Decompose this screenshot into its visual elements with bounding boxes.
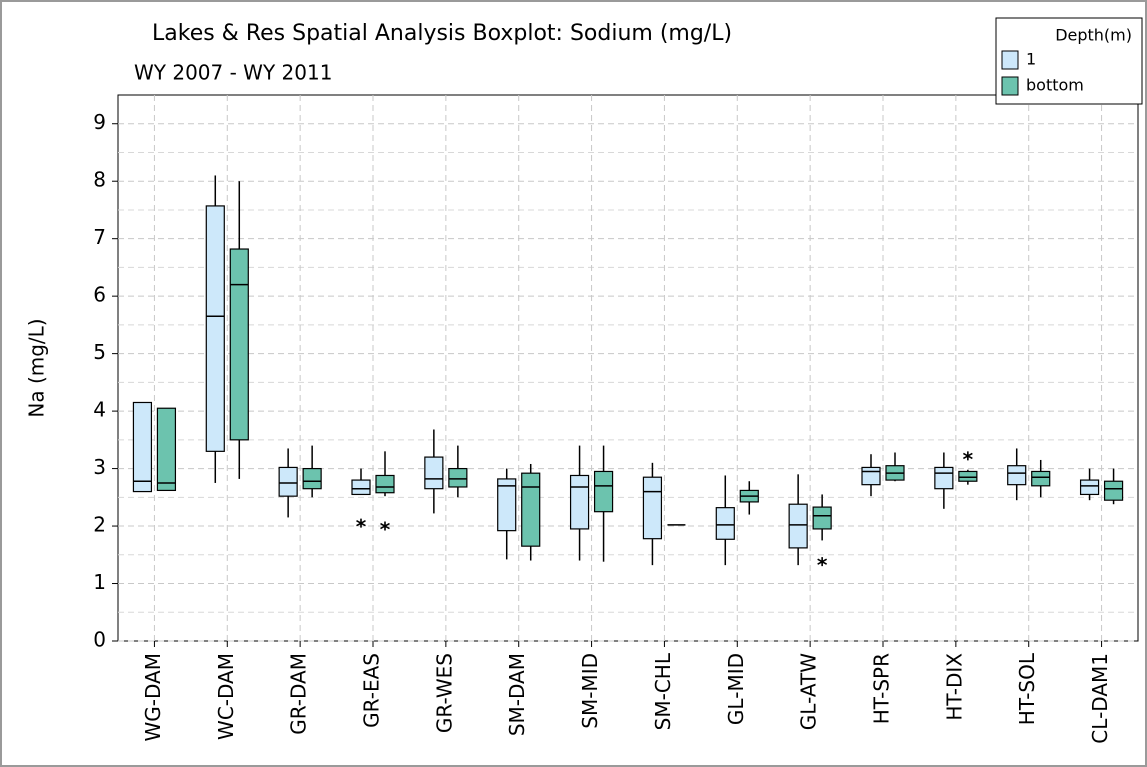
- box: [1079, 479, 1100, 496]
- outlier: [380, 521, 390, 531]
- outlier: [962, 451, 973, 461]
- box: [497, 478, 517, 532]
- box: [642, 476, 663, 540]
- grid: [118, 95, 1138, 642]
- box: [1031, 470, 1051, 487]
- box: [424, 456, 444, 490]
- legend-swatch: [1001, 76, 1019, 96]
- x-tick-label: GL-ATW: [797, 653, 821, 730]
- box: [812, 506, 832, 530]
- y-tick-label: 0: [93, 628, 106, 652]
- x-tick-label: SM-CHL: [651, 652, 675, 730]
- y-axis-label: Na (mg/L): [25, 318, 49, 417]
- legend-box: [995, 17, 1143, 105]
- box: [861, 466, 881, 486]
- x-tick-label: WG-DAM: [141, 653, 165, 741]
- legend-label: bottom: [1026, 76, 1084, 95]
- y-tick-label: 5: [93, 340, 106, 364]
- box: [521, 472, 541, 547]
- box: [229, 248, 249, 441]
- x-tick-label: HT-DIX: [942, 653, 966, 721]
- outlier: [356, 518, 366, 528]
- box: [715, 507, 735, 540]
- x-tick-label: CL-DAM1: [1088, 653, 1112, 744]
- x-tick-label: GR-DAM: [287, 653, 311, 735]
- y-tick-label: 4: [93, 398, 106, 422]
- box: [569, 474, 590, 530]
- y-tick-label: 1: [93, 570, 106, 594]
- box: [1007, 465, 1027, 486]
- x-tick-label: GR-EAS: [360, 653, 384, 728]
- outlier: [817, 557, 828, 567]
- y-tick-label: 7: [93, 225, 106, 249]
- x-tick-label: HT-SOL: [1015, 652, 1039, 725]
- box: [278, 466, 298, 497]
- box: [156, 407, 177, 492]
- x-tick-label: SM-DAM: [505, 653, 529, 736]
- x-tick-label: GL-MID: [724, 653, 748, 725]
- box: [958, 470, 978, 482]
- box: [375, 474, 395, 494]
- box: [205, 205, 225, 452]
- plot-area: [117, 94, 1139, 642]
- x-tick-label: GR-WES: [432, 653, 456, 733]
- legend-title: Depth(m): [1055, 26, 1132, 45]
- y-tick-label: 2: [93, 513, 106, 537]
- y-tick-label: 6: [93, 283, 106, 307]
- x-tick-label: SM-MID: [578, 653, 602, 729]
- box: [448, 467, 468, 488]
- chart-subtitle: WY 2007 - WY 2011: [134, 61, 332, 85]
- box: [593, 470, 614, 513]
- chart-title: Lakes & Res Spatial Analysis Boxplot: So…: [152, 21, 732, 46]
- box: [132, 401, 153, 493]
- y-tick-label: 8: [93, 168, 106, 192]
- legend-swatch: [1001, 50, 1019, 70]
- box: [351, 479, 371, 496]
- y-tick-label: 3: [93, 455, 106, 479]
- box: [1103, 480, 1124, 501]
- box: [788, 503, 808, 549]
- x-tick-label: WC-DAM: [214, 653, 238, 740]
- y-tick-label: 9: [93, 110, 106, 134]
- x-tick-label: HT-SPR: [870, 653, 894, 724]
- legend-label: 1: [1026, 50, 1036, 69]
- box: [302, 467, 322, 490]
- box: [934, 466, 954, 490]
